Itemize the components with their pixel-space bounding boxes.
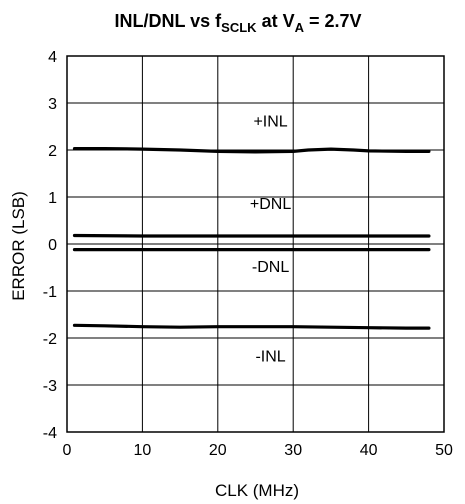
title-part-2: at V (257, 11, 295, 31)
annotation-label-3: -INL (255, 349, 285, 366)
x-tick-label-1: 10 (134, 442, 152, 459)
y-tick-label-1: -3 (43, 378, 57, 395)
x-tick-labels: 0 10 20 30 40 50 (63, 442, 453, 459)
annotation-label-0: +INL (253, 114, 287, 131)
y-tick-label-3: -1 (43, 284, 57, 301)
y-tick-label-2: -2 (43, 331, 57, 348)
title-part-3: = 2.7V (304, 11, 362, 31)
y-tick-labels: -4 -3 -2 -1 0 1 2 3 4 (43, 49, 57, 442)
y-tick-label-7: 3 (48, 96, 57, 113)
plot-frame (66, 55, 445, 433)
y-tick-label-6: 2 (48, 143, 57, 160)
x-tick-label-5: 50 (435, 442, 453, 459)
title-subscript-1: SCLK (221, 20, 257, 35)
y-tick-label-8: 4 (48, 49, 57, 66)
annotation-label-1: +DNL (250, 196, 291, 213)
chart-title: INL/DNL vs fSCLK at VA = 2.7V (114, 11, 361, 35)
y-tick-label-4: 0 (48, 237, 57, 254)
series-annotations: +INL +DNL -DNL -INL (250, 114, 291, 366)
y-axis-title: ERROR (LSB) (9, 191, 28, 301)
series-line-1 (72, 233, 431, 238)
y-tick-label-0: -4 (43, 425, 57, 442)
x-tick-label-4: 40 (360, 442, 378, 459)
series-group (72, 147, 431, 330)
series-line-0 (72, 147, 431, 154)
x-axis-title: CLK (MHz) (215, 481, 299, 500)
grid (66, 55, 445, 433)
title-subscript-2: A (295, 20, 305, 35)
x-tick-label-3: 30 (284, 442, 302, 459)
x-tick-label-2: 20 (209, 442, 227, 459)
series-line-3 (72, 323, 431, 330)
title-part-1: INL/DNL vs f (114, 11, 222, 31)
y-tick-label-5: 1 (48, 190, 57, 207)
x-tick-label-0: 0 (63, 442, 72, 459)
annotation-label-2: -DNL (252, 259, 289, 276)
